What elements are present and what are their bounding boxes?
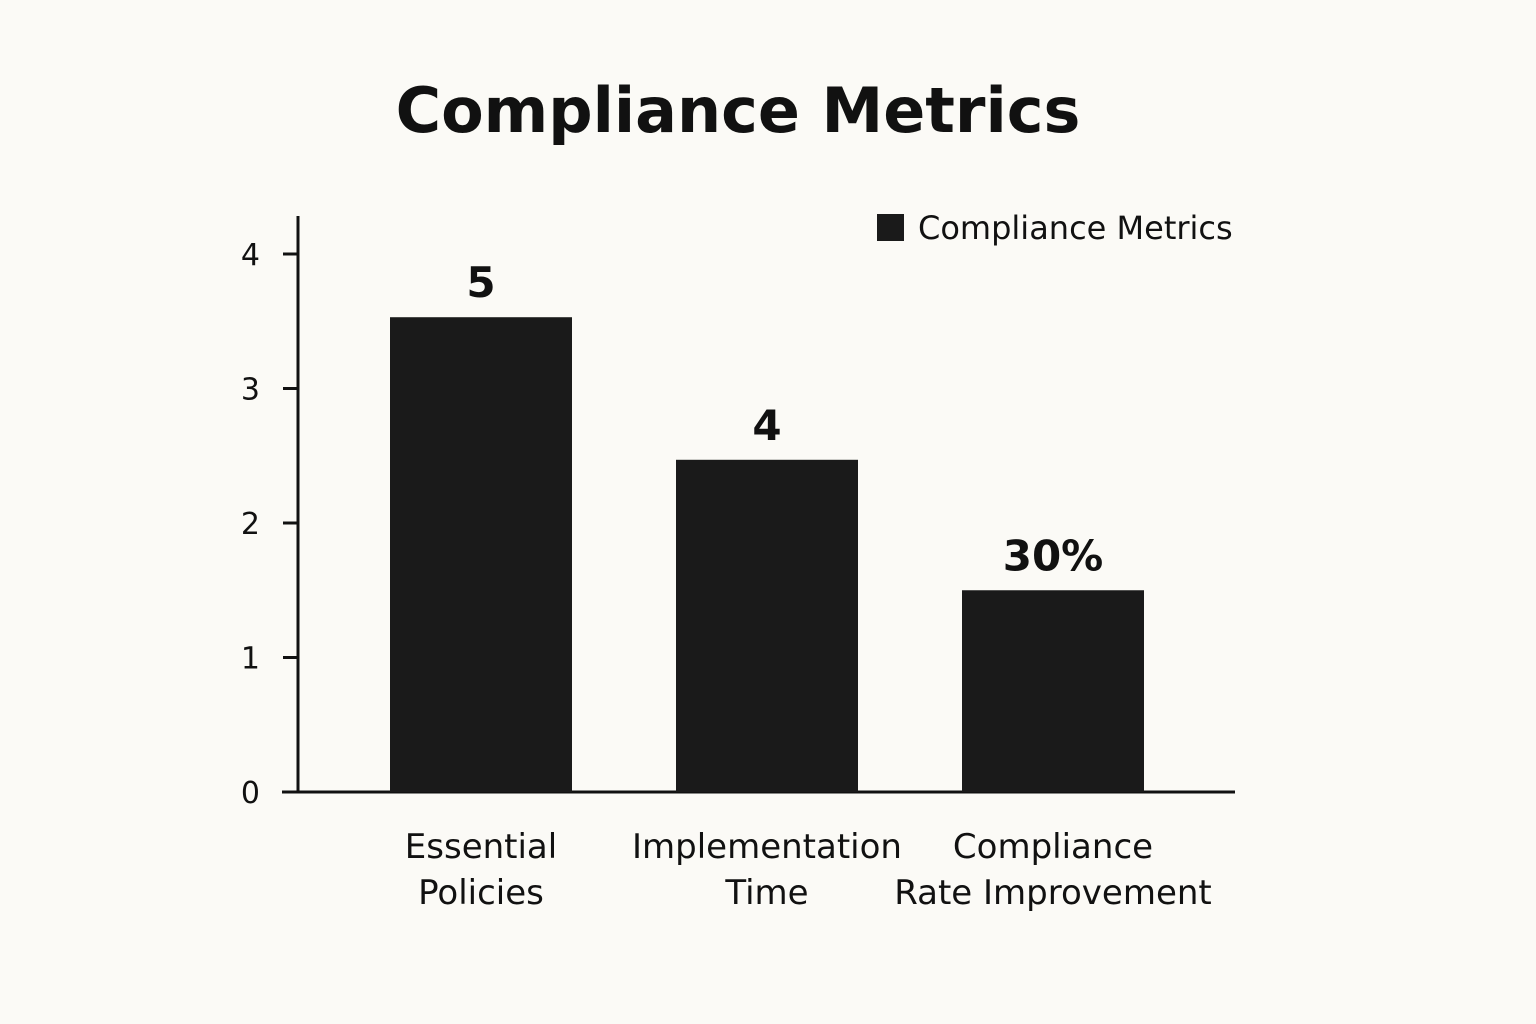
y-tick-label: 2 [241,507,260,542]
data-label: 30% [1003,531,1104,580]
data-label: 5 [466,258,495,307]
chart-title: Compliance Metrics [396,74,1081,147]
x-tick-label: Compliance [953,827,1153,867]
legend-swatch [877,214,904,241]
x-tick-label: Time [724,873,808,913]
bar [676,459,858,792]
data-label: 4 [752,401,781,450]
x-tick-label: Implementation [632,827,902,867]
x-labels: Essential Policies Implementation Time Compl… [405,827,1212,913]
value-labels: 5 4 30% [466,258,1103,580]
x-tick-label: Essential [405,827,557,867]
y-tick-label: 3 [241,373,260,408]
legend: Compliance Metrics [877,209,1233,247]
y-tick-label: 4 [241,238,260,273]
bar [962,590,1144,792]
y-ticks: 0 1 2 3 4 [241,238,298,811]
bar [390,317,572,792]
bars [390,317,1144,792]
x-tick-label: Rate Improvement [894,873,1212,913]
y-tick-label: 1 [241,642,260,677]
y-tick-label: 0 [241,776,260,811]
x-tick-label: Policies [418,873,544,913]
legend-label: Compliance Metrics [918,209,1233,247]
